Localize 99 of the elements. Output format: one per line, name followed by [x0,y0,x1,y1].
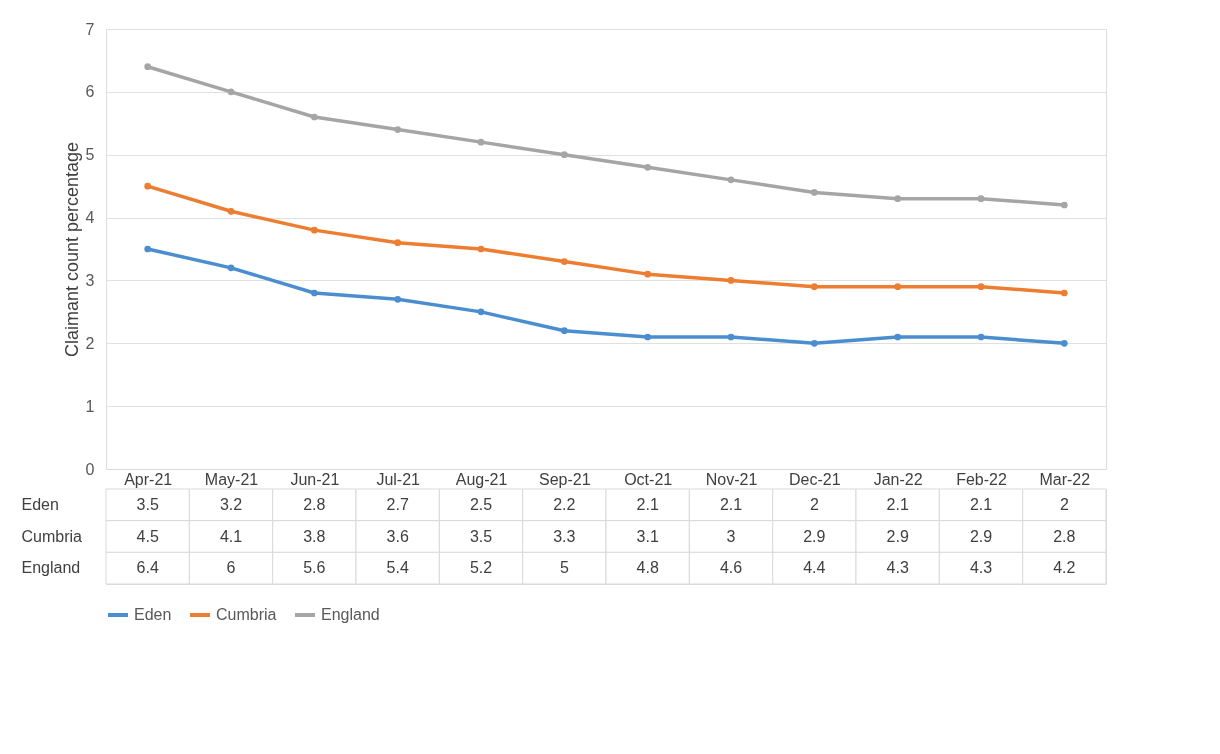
data-label: 3.1 [636,527,659,545]
y-axis-title: Claimant count percentage [61,141,82,358]
data-label: 5.6 [303,559,326,577]
data-label: 2.1 [719,495,743,513]
point [394,295,402,303]
x-tick-label: Apr-21 [124,470,173,488]
text: England [21,559,81,577]
point [644,163,652,171]
data-label: 3.8 [303,527,326,545]
data-label: 2.1 [969,495,993,513]
data-label: 6 [226,559,236,577]
data-label: 4.2 [1053,559,1076,577]
point [144,245,152,253]
point [310,289,318,297]
y-tick-label: 5 [85,146,95,164]
data-label: 4.6 [719,559,743,577]
data-label: 4.3 [969,559,993,577]
x-tick-label: Jun-21 [290,470,340,488]
point [727,277,735,284]
point [810,189,818,196]
point [394,126,402,133]
data-label: 2 [809,495,819,513]
y-tick-label: 2 [85,334,95,352]
point [644,333,652,341]
point [727,333,735,341]
data-label: 4.8 [636,559,659,577]
data-label: 2.2 [553,495,576,513]
y-tick-label: 3 [85,271,95,289]
data-label: 3 [726,527,736,545]
x-tick-label: Jan-22 [873,470,923,488]
x-tick-label: Oct-21 [624,470,673,488]
point [227,264,235,272]
point [810,283,818,291]
y-tick-label: 6 [85,83,95,101]
y-tick-label: 1 [85,397,95,415]
data-label: 2.5 [469,495,493,513]
point [144,63,152,71]
x-tick-label: Dec-21 [789,470,841,488]
data-label: 2.1 [636,495,659,513]
point [977,195,985,203]
data-label: 4.3 [886,559,909,577]
point [310,226,318,234]
data-label: 5.4 [386,559,409,577]
data-label: 5.2 [469,559,493,577]
y-tick-label: 7 [85,20,95,38]
data-label: 2 [1059,495,1069,513]
point [394,239,402,247]
data-label: 4.4 [803,559,826,577]
point [1060,289,1068,297]
data-label: 2.7 [386,495,409,513]
legend-label: Eden [134,606,172,623]
point [644,270,652,278]
data-label: 3.5 [469,527,493,545]
data-label: 4.1 [219,527,243,545]
data-label: 2.1 [886,495,909,513]
data-label: 2.9 [803,527,826,545]
point [560,327,568,335]
data-label: 2.9 [886,527,909,545]
x-tick-label: Mar-22 [1039,470,1091,488]
point [894,283,902,291]
x-tick-label: Feb-22 [956,470,1007,488]
x-tick-label: Aug-21 [455,470,508,488]
point [477,138,485,146]
x-tick-label: Jul-21 [376,470,421,488]
point [977,333,985,341]
point [144,182,152,190]
point [977,283,985,291]
y-tick-label: 4 [85,209,95,227]
point [1060,201,1068,209]
data-label: 5 [559,559,569,577]
data-label: 6.4 [136,559,159,577]
data-label: 2.8 [1053,527,1076,545]
point [310,113,318,121]
point [1060,339,1068,347]
point [894,333,902,341]
point [727,176,735,184]
x-tick-label: Sep-21 [539,470,591,488]
data-label: 3.2 [219,495,243,513]
point [477,245,485,253]
point [560,258,568,265]
point [227,207,235,215]
text: Cumbria [21,527,82,545]
point [227,88,235,96]
data-label: 2.9 [969,527,993,545]
point [810,339,818,347]
data-label: 2.8 [303,495,326,513]
data-label: 3.5 [136,495,159,513]
point [894,195,902,203]
legend-label: Cumbria [216,606,277,623]
point [477,308,485,316]
text: Eden [21,495,59,513]
data-label: 3.3 [553,527,576,545]
data-label: 4.5 [136,527,159,545]
x-tick-label: Nov-21 [705,470,758,488]
legend-label: England [321,606,380,623]
data-label: 3.6 [386,527,409,545]
point [560,151,568,159]
y-tick-label: 0 [85,460,95,478]
x-tick-label: May-21 [204,470,259,488]
